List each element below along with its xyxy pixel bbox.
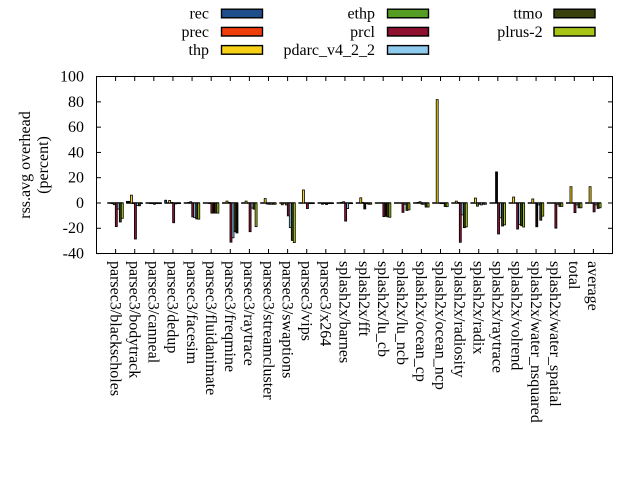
svg-text:parsec3/dedup: parsec3/dedup: [164, 261, 181, 353]
svg-text:60: 60: [68, 119, 84, 136]
svg-text:parsec3/streamcluster: parsec3/streamcluster: [259, 261, 276, 400]
svg-text:thp: thp: [189, 42, 209, 59]
svg-text:splash2x/barnes: splash2x/barnes: [336, 261, 353, 363]
svg-text:ttmo: ttmo: [513, 6, 542, 23]
svg-text:parsec3/fluidanimate: parsec3/fluidanimate: [202, 261, 219, 395]
svg-text:parsec3/vips: parsec3/vips: [298, 261, 315, 341]
svg-text:80: 80: [68, 94, 84, 111]
svg-text:-20: -20: [63, 220, 84, 237]
svg-text:plrus-2: plrus-2: [497, 24, 542, 41]
svg-text:splash2x/ocean_ncp: splash2x/ocean_ncp: [431, 261, 448, 390]
svg-text:100: 100: [60, 68, 84, 85]
svg-text:parsec3/canneal: parsec3/canneal: [145, 261, 162, 364]
svg-text:total: total: [565, 261, 582, 290]
svg-text:ethp: ethp: [347, 6, 375, 23]
svg-text:average: average: [584, 261, 601, 311]
svg-text:splash2x/radix: splash2x/radix: [470, 261, 487, 354]
svg-text:splash2x/raytrace: splash2x/raytrace: [489, 261, 506, 373]
svg-text:20: 20: [68, 170, 84, 187]
svg-text:splash2x/fft: splash2x/fft: [355, 261, 372, 337]
svg-text:rss.avg overhead: rss.avg overhead: [17, 111, 34, 219]
svg-text:splash2x/water_spatial: splash2x/water_spatial: [546, 261, 563, 407]
svg-text:splash2x/lu_cb: splash2x/lu_cb: [374, 261, 391, 357]
svg-text:(percent): (percent): [35, 136, 52, 194]
svg-text:prec: prec: [181, 24, 209, 41]
svg-text:splash2x/lu_ncb: splash2x/lu_ncb: [393, 261, 410, 365]
svg-text:splash2x/volrend: splash2x/volrend: [508, 261, 525, 370]
svg-text:-40: -40: [63, 245, 84, 262]
svg-text:parsec3/freqmine: parsec3/freqmine: [221, 261, 238, 372]
svg-text:parsec3/raytrace: parsec3/raytrace: [240, 261, 257, 366]
svg-text:prcl: prcl: [350, 24, 375, 41]
svg-text:parsec3/bodytrack: parsec3/bodytrack: [126, 261, 143, 378]
svg-text:parsec3/facesim: parsec3/facesim: [183, 261, 200, 365]
svg-text:splash2x/water_nsquared: splash2x/water_nsquared: [527, 261, 544, 423]
svg-text:parsec3/x264: parsec3/x264: [317, 261, 334, 346]
svg-text:40: 40: [68, 144, 84, 161]
svg-text:0: 0: [76, 195, 84, 212]
svg-text:splash2x/radiosity: splash2x/radiosity: [450, 261, 467, 377]
svg-text:parsec3/blackscholes: parsec3/blackscholes: [106, 261, 123, 396]
svg-text:rec: rec: [189, 6, 209, 23]
svg-text:splash2x/ocean_cp: splash2x/ocean_cp: [412, 261, 429, 382]
svg-text:parsec3/swaptions: parsec3/swaptions: [278, 261, 295, 378]
svg-text:pdarc_v4_2_2: pdarc_v4_2_2: [283, 42, 375, 59]
